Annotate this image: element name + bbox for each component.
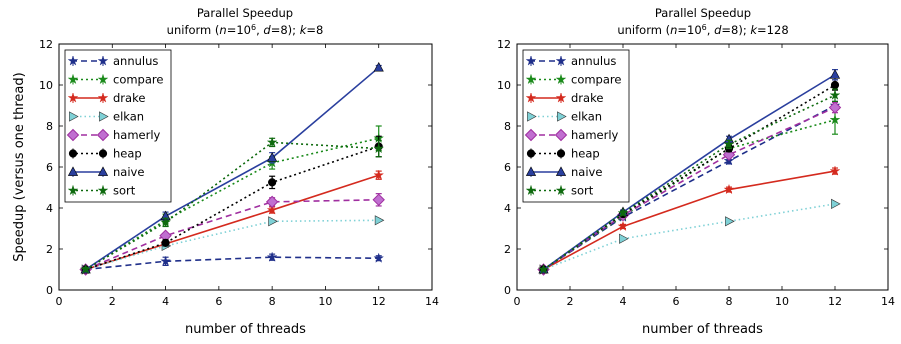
series-line [86,220,379,269]
chart-1: Parallel Speedup uniform (n=106, d=8); k=… [12,6,439,337]
data-point [373,194,384,205]
data-point [268,179,276,187]
chart-title: Parallel Speedup [655,6,751,20]
data-point [831,199,840,208]
data-point [619,234,628,243]
y-tick-label: 0 [46,284,53,297]
subtitle-part: , [707,23,714,37]
subtitle-part: =10 [677,23,701,37]
legend: annulus compare drake elkan hamerly heap naive… [523,50,629,202]
legend-label: compare [113,73,163,87]
legend-label: annulus [113,54,158,68]
series-line [86,257,379,269]
subtitle-part: =128 [757,23,789,37]
data-point [830,70,839,79]
data-point [269,217,278,226]
subtitle-part: =8 [306,23,323,37]
x-tick-label: 2 [567,295,574,308]
y-tick-label: 0 [504,284,511,297]
x-axis-label: number of threads [642,322,763,337]
x-tick-label: 4 [162,295,169,308]
legend-label: drake [113,91,145,105]
legend-label: sort [571,184,594,198]
data-point [831,81,839,89]
subtitle-part: , [256,23,263,37]
x-tick-label: 4 [620,295,627,308]
y-tick-label: 6 [504,161,511,174]
x-tick-label: 12 [828,295,842,308]
x-tick-label: 0 [514,295,521,308]
legend-label: naive [113,165,144,179]
legend-marker [557,150,565,158]
legend-marker [69,150,77,158]
subtitle-part: =10 [227,23,251,37]
legend-label: drake [571,91,603,105]
legend-marker [99,150,107,158]
x-tick-label: 12 [372,295,386,308]
x-tick-label: 14 [881,295,895,308]
y-tick-label: 6 [46,161,53,174]
legend-label: annulus [571,54,616,68]
chart-2: Parallel Speedup uniform (n=106, d=8); k=… [497,6,895,337]
y-tick-label: 4 [46,202,53,215]
x-tick-label: 6 [215,295,222,308]
y-tick-label: 2 [504,243,511,256]
series-line [86,200,379,270]
x-tick-label: 8 [269,295,276,308]
y-tick-label: 8 [46,120,53,133]
subtitle-part: uniform ( [617,23,670,37]
y-axis-label: Speedup (versus one thread) [12,72,27,261]
subtitle-part: n [670,23,677,37]
y-tick-label: 12 [497,38,511,51]
legend-label: hamerly [571,128,619,142]
y-tick-label: 4 [504,202,511,215]
data-point [725,217,734,226]
y-tick-label: 2 [46,243,53,256]
subtitle-part: uniform ( [167,23,220,37]
subtitle-part: =8); [271,23,300,37]
chart-title: Parallel Speedup [197,6,293,20]
data-point [375,216,384,225]
x-tick-label: 8 [726,295,733,308]
legend-label: naive [571,165,602,179]
legend-label: compare [571,73,621,87]
y-tick-label: 10 [39,79,53,92]
x-tick-label: 10 [318,295,332,308]
x-tick-label: 0 [56,295,63,308]
legend-marker [527,150,535,158]
chart-subtitle: uniform (n=106, d=8); k=8 [167,23,324,38]
legend-label: elkan [571,110,602,124]
chart-subtitle: uniform (n=106, d=8); k=128 [617,23,788,38]
x-axis-label: number of threads [185,322,306,337]
legend: annulus compare drake elkan hamerly heap naive… [65,50,171,202]
data-point [830,102,841,113]
data-point [267,196,278,207]
series-annulus [81,252,384,273]
legend-label: sort [113,184,136,198]
series-elkan [540,199,840,274]
legend-label: heap [113,147,142,161]
legend-label: hamerly [113,128,161,142]
x-tick-label: 2 [109,295,116,308]
subtitle-part: n [219,23,226,37]
x-tick-label: 6 [673,295,680,308]
data-point [374,63,383,72]
data-point [162,239,170,247]
legend-label: elkan [113,110,144,124]
subtitle-part: =8); [721,23,750,37]
x-tick-label: 10 [775,295,789,308]
legend-label: heap [571,147,600,161]
series-line [544,204,836,270]
x-tick-label: 14 [425,295,439,308]
y-tick-label: 10 [497,79,511,92]
y-tick-label: 12 [39,38,53,51]
y-tick-label: 8 [504,120,511,133]
